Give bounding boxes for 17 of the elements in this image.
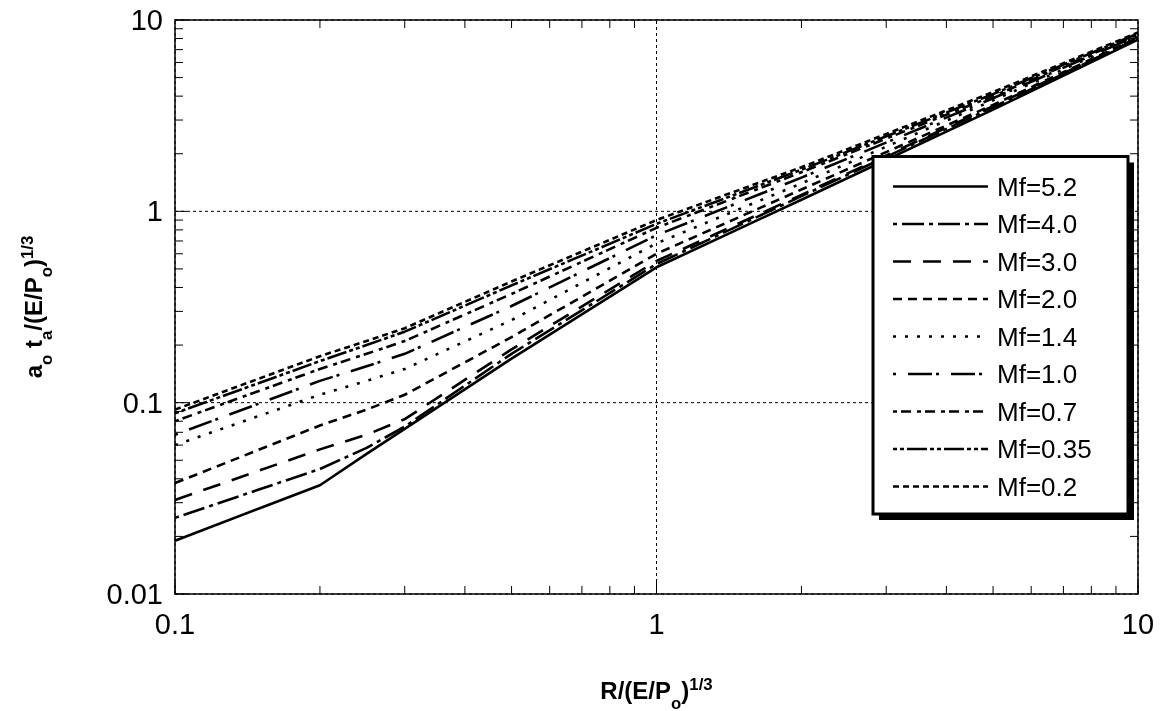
legend-label: Mf=2.0 — [997, 284, 1078, 315]
x-tick-label: 0.1 — [154, 608, 196, 640]
legend-label: Mf=5.2 — [997, 171, 1078, 202]
legend-label: Mf=0.35 — [997, 434, 1092, 465]
legend-label: Mf=1.4 — [997, 321, 1078, 352]
x-tick-label: 10 — [1121, 608, 1155, 640]
legend-label: Mf=1.0 — [997, 359, 1078, 390]
legend-label: Mf=3.0 — [997, 246, 1078, 277]
y-tick-label: 1 — [146, 195, 163, 228]
y-tick-label: 0.1 — [122, 386, 163, 419]
y-tick-label: 0.01 — [106, 578, 163, 611]
x-tick-label: 1 — [648, 608, 665, 640]
legend-label: Mf=4.0 — [997, 209, 1078, 240]
x-axis-title: R/(E/P$_{o}$)$^{1/3}$ — [600, 674, 713, 711]
legend-label: Mf=0.2 — [997, 471, 1078, 502]
legend-label: Mf=0.7 — [997, 396, 1078, 427]
y-tick-label: 10 — [130, 4, 163, 37]
